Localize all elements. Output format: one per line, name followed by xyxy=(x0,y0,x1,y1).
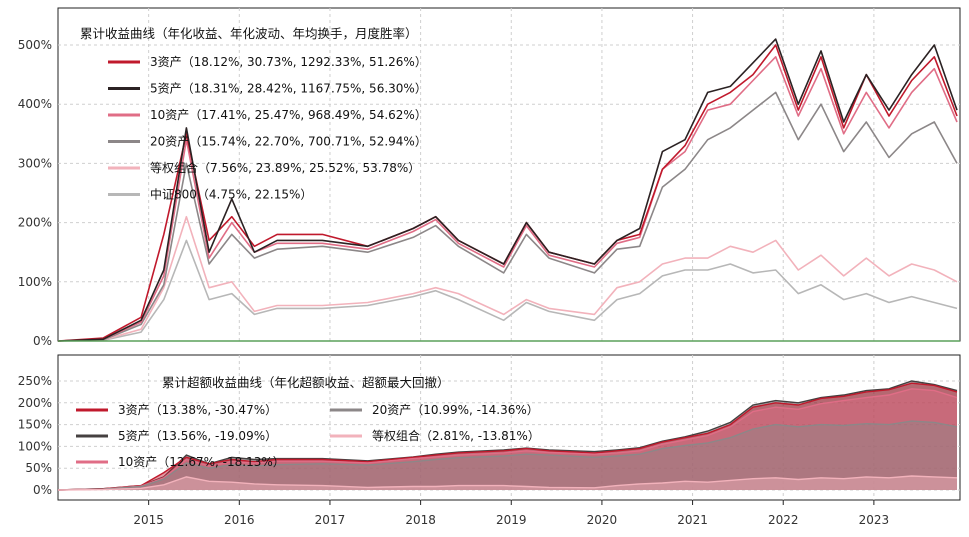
bottom-y-tick-label: 50% xyxy=(25,461,52,475)
bottom-y-tick-label: 200% xyxy=(18,396,52,410)
bottom-series-line-3资产 xyxy=(57,382,958,491)
bottom-series-line-5资产 xyxy=(57,380,958,491)
bottom-legend-label: 10资产（12.67%, -18.13%） xyxy=(118,455,285,469)
bottom-series-line-等权组合 xyxy=(57,475,958,491)
bottom-series-line-10资产 xyxy=(57,388,958,491)
bottom-series-area-3资产 xyxy=(58,383,957,490)
top-y-tick-label: 200% xyxy=(18,216,52,230)
x-tick-label: 2021 xyxy=(677,513,708,527)
top-legend-label: 20资产（15.74%, 22.70%, 700.71%, 52.94%） xyxy=(150,135,427,149)
x-axis: 2015 2016 2017 2018 2019 2020 2021 2022 2023 xyxy=(133,500,889,527)
x-tick-label: 2020 xyxy=(587,513,618,527)
bottom-y-tick-label: 250% xyxy=(18,374,52,388)
bottom-series-group xyxy=(57,380,958,491)
x-tick-label: 2022 xyxy=(768,513,799,527)
top-y-tick-label: 0% xyxy=(33,334,52,348)
top-y-tick-label: 100% xyxy=(18,275,52,289)
top-y-tick-label: 300% xyxy=(18,156,52,170)
top-series-line-20资产 xyxy=(57,91,958,342)
x-tick-label: 2019 xyxy=(496,513,527,527)
top-series-line-5资产 xyxy=(57,38,958,342)
top-legend-label: 10资产（17.41%, 25.47%, 968.49%, 54.62%） xyxy=(150,108,427,122)
bottom-legend-label: 5资产（13.56%, -19.09%） xyxy=(118,429,277,443)
top-legend-label: 3资产（18.12%, 30.73%, 1292.33%, 51.26%） xyxy=(150,55,427,69)
top-series-line-等权组合 xyxy=(57,215,958,342)
top-y-tick-label: 500% xyxy=(18,38,52,52)
x-tick-label: 2015 xyxy=(133,513,164,527)
top-y-tick-label: 400% xyxy=(18,97,52,111)
bottom-y-tick-label: 100% xyxy=(18,439,52,453)
x-tick-label: 2017 xyxy=(315,513,346,527)
bottom-y-tick-label: 150% xyxy=(18,418,52,432)
top-series-group xyxy=(57,38,958,342)
top-chart-title: 累计收益曲线（年化收益、年化波动、年均换手，月度胜率） xyxy=(80,26,418,41)
x-tick-label: 2016 xyxy=(224,513,255,527)
bottom-legend: 累计超额收益曲线（年化超额收益、超额最大回撤） 3资产（13.38%, -30.… xyxy=(76,375,540,469)
bottom-legend-label: 等权组合（2.81%, -13.81%） xyxy=(372,428,540,443)
bottom-series-line-20资产 xyxy=(57,420,958,491)
bottom-series-area-20资产 xyxy=(58,421,957,490)
bottom-panel-frame xyxy=(57,354,961,501)
top-series-line-中证800 xyxy=(57,239,958,342)
bottom-series-area-5资产 xyxy=(58,381,957,490)
top-legend-label: 中证800（4.75%, 22.15%） xyxy=(150,187,312,202)
bottom-chart-title: 累计超额收益曲线（年化超额收益、超额最大回撤） xyxy=(162,375,450,390)
top-legend-label: 等权组合（7.56%, 23.89%, 25.52%, 53.78%） xyxy=(150,160,420,175)
top-grid xyxy=(58,8,960,342)
top-y-axis: 0% 100% 200% 300% 400% 500% xyxy=(18,38,52,348)
bottom-grid xyxy=(58,355,960,500)
top-legend: 累计收益曲线（年化收益、年化波动、年均换手，月度胜率） 3资产（18.12%, … xyxy=(80,26,427,202)
top-series-line-10资产 xyxy=(57,56,958,342)
bottom-legend-label: 20资产（10.99%, -14.36%） xyxy=(372,403,539,417)
bottom-y-tick-label: 0% xyxy=(33,483,52,497)
bottom-legend-label: 3资产（13.38%, -30.47%） xyxy=(118,403,277,417)
bottom-series-area-等权组合 xyxy=(58,476,957,490)
x-tick-label: 2023 xyxy=(859,513,890,527)
x-tick-label: 2018 xyxy=(405,513,436,527)
bottom-y-axis: 0% 50% 100% 150% 200% 250% xyxy=(18,374,52,497)
top-legend-label: 5资产（18.31%, 28.42%, 1167.75%, 56.30%） xyxy=(150,82,427,96)
